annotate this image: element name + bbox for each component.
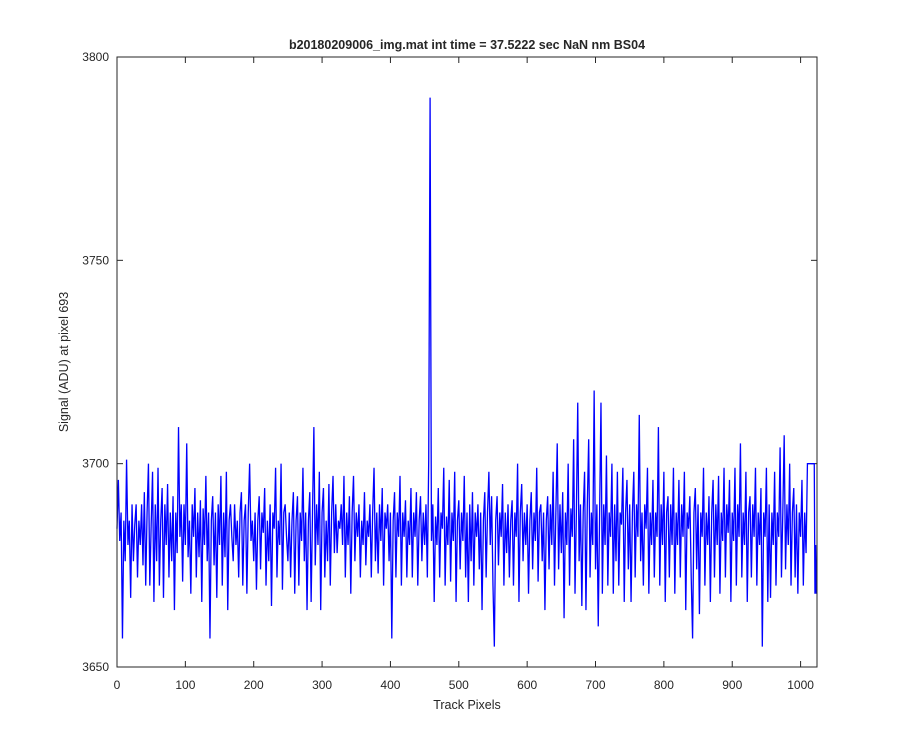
y-tick-label: 3800 [82,50,109,64]
x-tick-label: 1000 [787,678,814,692]
chart-title: b20180209006_img.mat int time = 37.5222 … [289,38,645,52]
x-tick-label: 100 [175,678,195,692]
x-tick-label: 0 [114,678,121,692]
x-tick-label: 500 [449,678,469,692]
x-tick-label: 400 [380,678,400,692]
x-tick-label: 900 [722,678,742,692]
series-layer [116,97,817,647]
x-axis-ticks: 0 100 200 300 400 500 600 700 800 900 1000 [114,57,814,692]
y-tick-label: 3650 [82,660,109,674]
axes-box [116,56,818,668]
signal-series-line [116,97,817,647]
x-axis-label: Track Pixels [433,698,501,712]
y-tick-label: 3700 [82,457,109,471]
x-tick-label: 300 [312,678,332,692]
x-tick-label: 700 [586,678,606,692]
y-axis-label: Signal (ADU) at pixel 693 [57,292,71,432]
x-tick-label: 600 [517,678,537,692]
y-axis-ticks: 3650 3700 3750 3800 [82,50,817,674]
y-tick-label: 3750 [82,253,109,267]
x-tick-label: 200 [244,678,264,692]
x-tick-label: 800 [654,678,674,692]
